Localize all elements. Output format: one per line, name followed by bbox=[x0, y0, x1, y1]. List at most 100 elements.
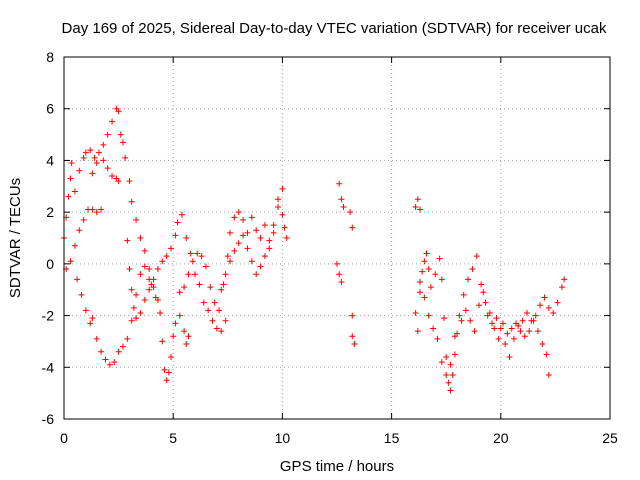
y-tick-label: -4 bbox=[42, 359, 55, 375]
data-point-arc-f bbox=[248, 258, 255, 265]
data-point-arc-c bbox=[98, 348, 105, 355]
data-point-arc-h bbox=[443, 353, 450, 360]
data-point-arc-g bbox=[334, 260, 340, 267]
data-point-arc-i bbox=[539, 341, 546, 348]
axis-ticks bbox=[63, 56, 611, 420]
data-point-arc-i bbox=[543, 351, 550, 358]
data-point-arc-e bbox=[240, 216, 247, 223]
x-tick-label: 10 bbox=[275, 430, 291, 446]
data-point-arc-c bbox=[133, 291, 140, 298]
data-point-arc-a bbox=[159, 338, 166, 345]
data-point-arc-b bbox=[100, 157, 107, 164]
data-point-arc-g bbox=[338, 196, 345, 203]
data-point-arc-a bbox=[128, 198, 135, 205]
data-point-arc-e bbox=[176, 289, 183, 296]
data-point-arc-b bbox=[71, 242, 78, 249]
data-point-arc-a bbox=[87, 147, 94, 154]
data-point-arc-h bbox=[436, 255, 443, 262]
data-point-arc-d bbox=[222, 317, 229, 324]
data-point-arc-i bbox=[495, 335, 502, 342]
y-tick-label: 8 bbox=[46, 49, 54, 65]
y-tick-label: -2 bbox=[42, 308, 55, 324]
data-point-arc-b bbox=[93, 160, 100, 167]
data-point-arc-b bbox=[67, 258, 74, 265]
data-point-arc-d bbox=[133, 315, 140, 322]
data-point-arc-f bbox=[261, 253, 268, 260]
data-point-arc-e bbox=[181, 284, 188, 291]
data-point-arc-f bbox=[279, 185, 286, 192]
data-point-arc-a bbox=[170, 333, 177, 340]
data-point-arc-a bbox=[100, 141, 107, 148]
data-point-arc-c bbox=[74, 276, 81, 283]
data-point-arc-a bbox=[168, 353, 175, 360]
data-point-arc-a bbox=[76, 167, 83, 174]
data-point-arc-h bbox=[467, 317, 474, 324]
data-point-arc-d bbox=[174, 219, 181, 226]
data-point-arc-i bbox=[482, 299, 489, 306]
data-point-arc-c bbox=[128, 317, 135, 324]
data-point-arc-i bbox=[526, 328, 533, 335]
data-point-arc-i bbox=[421, 294, 428, 301]
data-point-arc-i bbox=[473, 253, 480, 260]
data-point-arc-i bbox=[513, 320, 520, 327]
data-point-arc-a bbox=[80, 154, 87, 161]
data-point-arc-d bbox=[126, 266, 133, 273]
data-point-arc-i bbox=[504, 330, 511, 337]
data-point-arc-c bbox=[87, 320, 94, 327]
data-point-arc-e bbox=[257, 235, 264, 241]
data-point-arc-h bbox=[502, 341, 509, 348]
data-point-arc-e bbox=[270, 222, 277, 229]
data-point-arc-e bbox=[207, 284, 214, 291]
data-point-arc-e bbox=[189, 258, 196, 265]
data-point-arc-d bbox=[218, 328, 225, 335]
data-point-arc-a bbox=[117, 131, 124, 138]
data-point-arc-i bbox=[465, 276, 472, 283]
x-tick-label: 25 bbox=[602, 430, 618, 446]
data-point-arc-h bbox=[458, 317, 465, 324]
data-point-arc-e bbox=[235, 209, 242, 216]
data-point-arc-b bbox=[76, 227, 83, 234]
data-point-arc-g bbox=[349, 312, 356, 319]
data-point-arc-f bbox=[231, 247, 238, 254]
data-point-arc-c bbox=[89, 315, 96, 322]
x-tick-labels: 0 5 10 15 20 25 bbox=[60, 430, 618, 446]
data-point-arc-a bbox=[141, 247, 148, 254]
data-point-arc-a bbox=[126, 178, 133, 185]
data-point-arc-i bbox=[460, 291, 467, 298]
y-tick-labels: -6 -4 -2 0 2 4 6 8 bbox=[42, 49, 55, 427]
data-point-arc-h bbox=[524, 309, 531, 316]
data-point-arc-h bbox=[414, 196, 421, 203]
data-point-arc-h bbox=[462, 307, 469, 314]
data-point-arc-e bbox=[266, 237, 273, 244]
x-tick-label: 20 bbox=[493, 430, 509, 446]
data-point-arc-h bbox=[414, 328, 421, 335]
data-point-arc-a bbox=[82, 149, 89, 156]
data-point-arc-e bbox=[283, 235, 290, 241]
data-point-arc-h bbox=[558, 284, 565, 291]
data-point-arc-i bbox=[486, 309, 493, 316]
data-point-arc-d bbox=[172, 232, 179, 239]
data-point-arc-d bbox=[141, 297, 148, 304]
y-tick-label: 4 bbox=[46, 152, 54, 168]
data-point-arc-a bbox=[137, 235, 144, 241]
data-point-arc-d bbox=[200, 299, 207, 306]
data-point-arc-f bbox=[270, 229, 277, 236]
data-point-arc-f bbox=[253, 271, 260, 278]
data-point-arc-f bbox=[222, 271, 229, 278]
data-point-arc-h bbox=[438, 276, 445, 283]
data-point-arc-a bbox=[67, 175, 74, 182]
data-point-arc-g bbox=[347, 209, 354, 216]
data-point-arc-h bbox=[541, 294, 548, 301]
y-tick-label: -6 bbox=[42, 411, 55, 427]
data-point-arc-e bbox=[248, 214, 255, 221]
chart-title: Day 169 of 2025, Sidereal Day-to-day VTE… bbox=[62, 20, 607, 37]
data-point-arc-h bbox=[451, 351, 458, 358]
data-point-arc-h bbox=[416, 206, 423, 213]
data-point-arc-e bbox=[253, 227, 260, 234]
data-point-arc-h bbox=[510, 335, 517, 342]
data-point-arc-i bbox=[443, 372, 450, 379]
data-point-arc-a bbox=[172, 320, 179, 327]
data-point-arc-i bbox=[545, 372, 552, 379]
data-point-arc-e bbox=[185, 271, 192, 278]
data-point-arc-i bbox=[451, 333, 458, 340]
